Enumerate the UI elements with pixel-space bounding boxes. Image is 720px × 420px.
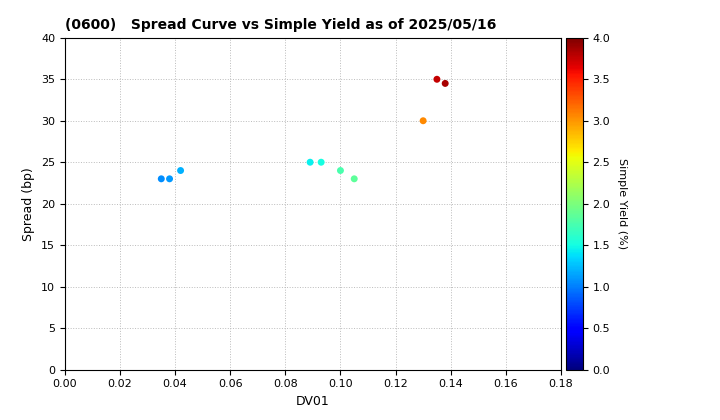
- Point: [305, 159, 316, 165]
- Point: [156, 176, 167, 182]
- X-axis label: DV01: DV01: [296, 395, 330, 408]
- Point: [163, 176, 175, 182]
- Point: [315, 159, 327, 165]
- Text: (0600)   Spread Curve vs Simple Yield as of 2025/05/16: (0600) Spread Curve vs Simple Yield as o…: [65, 18, 496, 32]
- Y-axis label: Spread (bp): Spread (bp): [22, 167, 35, 241]
- Y-axis label: Simple Yield (%): Simple Yield (%): [617, 158, 627, 249]
- Point: [348, 176, 360, 182]
- Point: [175, 167, 186, 174]
- Point: [431, 76, 443, 83]
- Point: [335, 167, 346, 174]
- Point: [439, 80, 451, 87]
- Point: [418, 117, 429, 124]
